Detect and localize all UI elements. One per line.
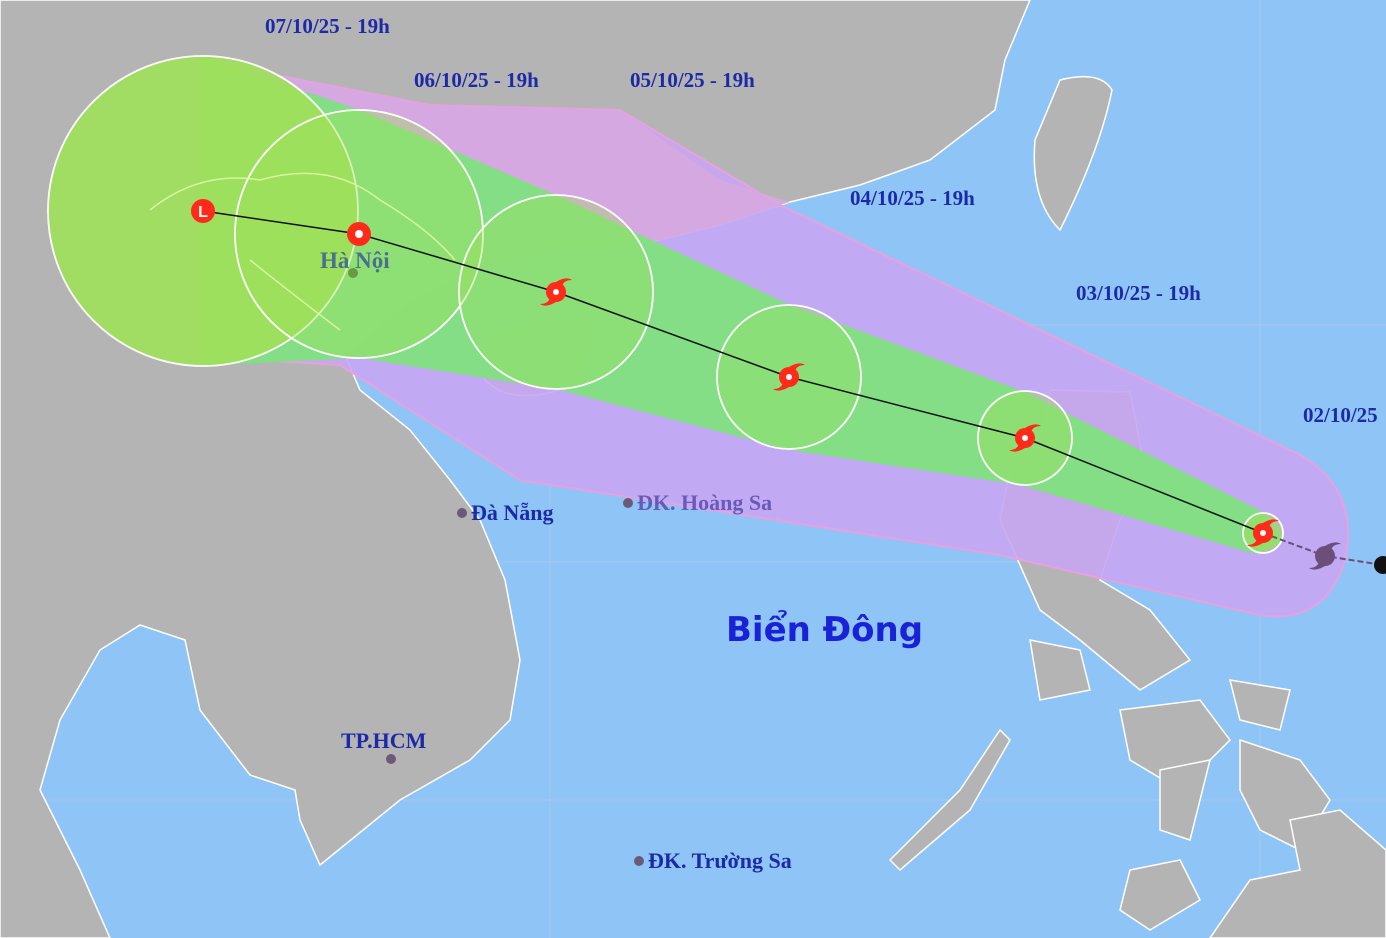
forecast-label-0710: 07/10/25 - 19h <box>265 14 390 38</box>
typhoon-icon <box>347 222 371 246</box>
hanoi-marker <box>348 268 358 278</box>
past-typhoon-icon <box>1309 542 1341 570</box>
label-truongsa: ĐK. Trường Sa <box>648 848 792 873</box>
forecast-label-0410: 04/10/25 - 19h <box>850 186 975 210</box>
city-label-danang: Đà Nẵng <box>471 500 554 525</box>
low-pressure-icon: L <box>191 199 215 223</box>
typhoon-icon <box>540 278 572 306</box>
svg-text:L: L <box>198 204 208 221</box>
danang-marker <box>457 508 467 518</box>
sea-label-bien-dong: Biển Đông <box>726 610 924 650</box>
label-hoangsa: ĐK. Hoàng Sa <box>637 490 773 515</box>
city-label-hcm: TP.HCM <box>341 728 427 753</box>
hoangsa-marker <box>623 498 633 508</box>
typhoon-icon <box>773 363 805 391</box>
past-position-icon <box>1374 556 1386 574</box>
forecast-label-0310: 03/10/25 - 19h <box>1076 281 1201 305</box>
province-borders <box>149 172 456 331</box>
storm-track-line <box>202 210 1264 534</box>
typhoon-icon <box>1009 424 1041 452</box>
truongsa-marker <box>634 856 644 866</box>
hcm-marker <box>386 754 396 764</box>
typhoon-icon <box>1247 519 1279 547</box>
forecast-label-0510: 05/10/25 - 19h <box>630 68 755 92</box>
forecast-label-0210: 02/10/25 <box>1303 403 1378 427</box>
forecast-label-0610: 06/10/25 - 19h <box>414 68 539 92</box>
